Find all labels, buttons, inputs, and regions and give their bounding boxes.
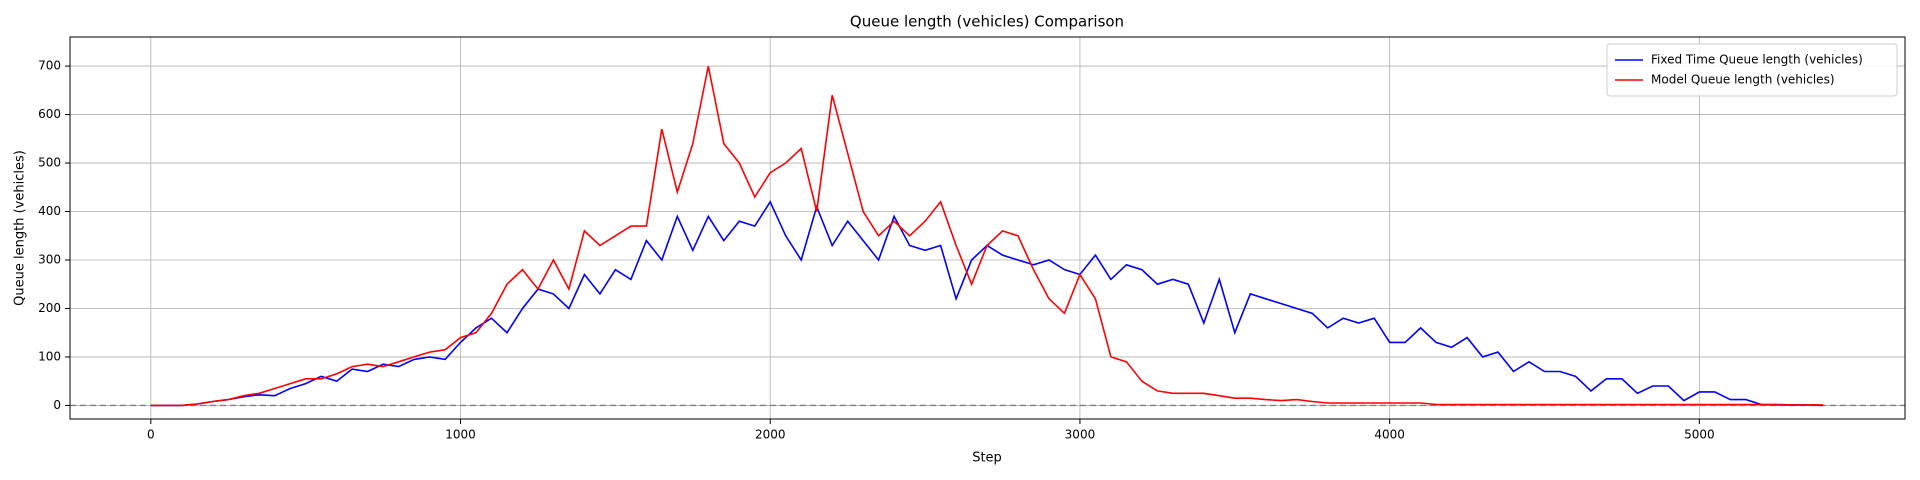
y-tick-label: 600	[38, 107, 61, 121]
y-tick-label: 0	[53, 398, 61, 412]
plot-frame	[69, 36, 1906, 420]
x-axis-label: Step	[972, 451, 1002, 466]
x-tick-label: 4000	[1374, 428, 1405, 442]
x-tick-label: 3000	[1065, 428, 1096, 442]
chart-title: Queue length (vehicles) Comparison	[850, 13, 1124, 31]
x-tick-label: 0	[147, 428, 155, 442]
y-tick-label: 100	[38, 349, 61, 363]
legend-box	[1606, 43, 1898, 97]
y-tick-label: 200	[38, 301, 61, 315]
x-tick-label: 5000	[1684, 428, 1715, 442]
x-tick-label: 1000	[445, 428, 476, 442]
y-tick-label: 400	[38, 204, 61, 218]
y-tick-label: 300	[38, 252, 61, 266]
y-tick-label: 500	[38, 156, 61, 170]
legend-label: Model Queue length (vehicles)	[1651, 73, 1835, 87]
series-line	[150, 65, 1824, 407]
y-axis-label: Queue length (vehicles)	[13, 150, 28, 306]
y-tick-label: 700	[38, 59, 61, 73]
series-line	[150, 200, 1824, 407]
legend-label: Fixed Time Queue length (vehicles)	[1651, 53, 1863, 67]
x-tick-label: 2000	[755, 428, 786, 442]
